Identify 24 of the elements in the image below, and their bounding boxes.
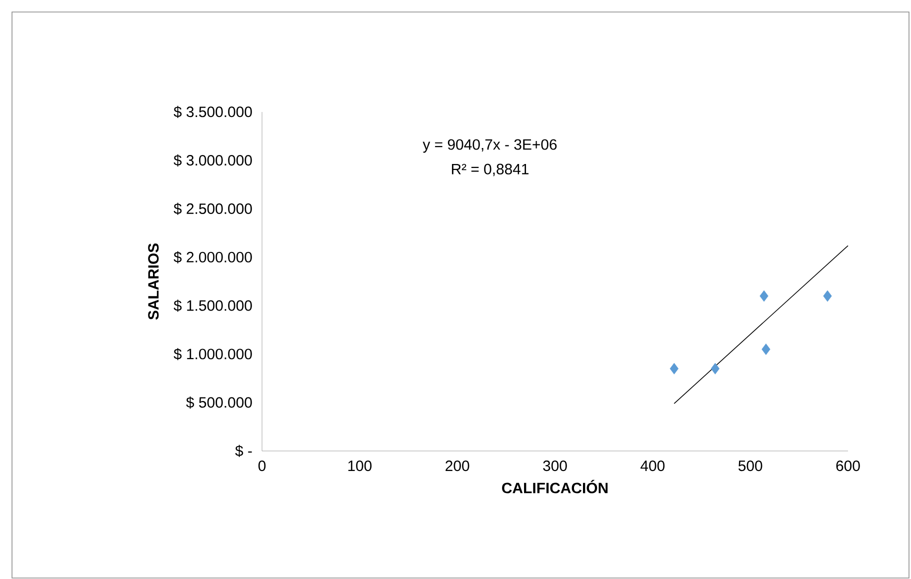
x-tick-label: 300 — [543, 460, 567, 472]
y-tick-label: $ 2.500.000 — [174, 202, 252, 215]
y-tick-label: $ 1.500.000 — [174, 300, 252, 312]
y-tick-label: $ 3.500.000 — [174, 106, 252, 118]
y-tick-label: $ 3.000.000 — [174, 154, 252, 166]
annotation: y = 9040,7x - 3E+06 — [422, 139, 557, 153]
y-tick-label: $ 500.000 — [186, 396, 252, 409]
x-tick-label: 400 — [640, 460, 665, 472]
y-tick-label: $ 2.000.000 — [174, 251, 252, 264]
point — [670, 362, 678, 374]
x-tick-label: 100 — [348, 460, 372, 472]
point — [762, 344, 770, 355]
point — [760, 290, 768, 302]
point — [710, 362, 720, 374]
x-tick-label: 500 — [738, 460, 762, 472]
point — [823, 290, 832, 302]
y-axis-title: SALARIOS — [148, 243, 159, 320]
x-tick-label: 0 — [258, 460, 266, 472]
x-tick-label: 200 — [446, 460, 470, 472]
x-axis-title: CALIFICACIÓN — [502, 480, 608, 494]
annotation: R² = 0,8841 — [452, 164, 529, 176]
y-tick-label: $ - — [235, 444, 252, 458]
y-tick-label: $ 1.000.000 — [174, 348, 252, 360]
x-tick-label: 600 — [836, 460, 860, 472]
